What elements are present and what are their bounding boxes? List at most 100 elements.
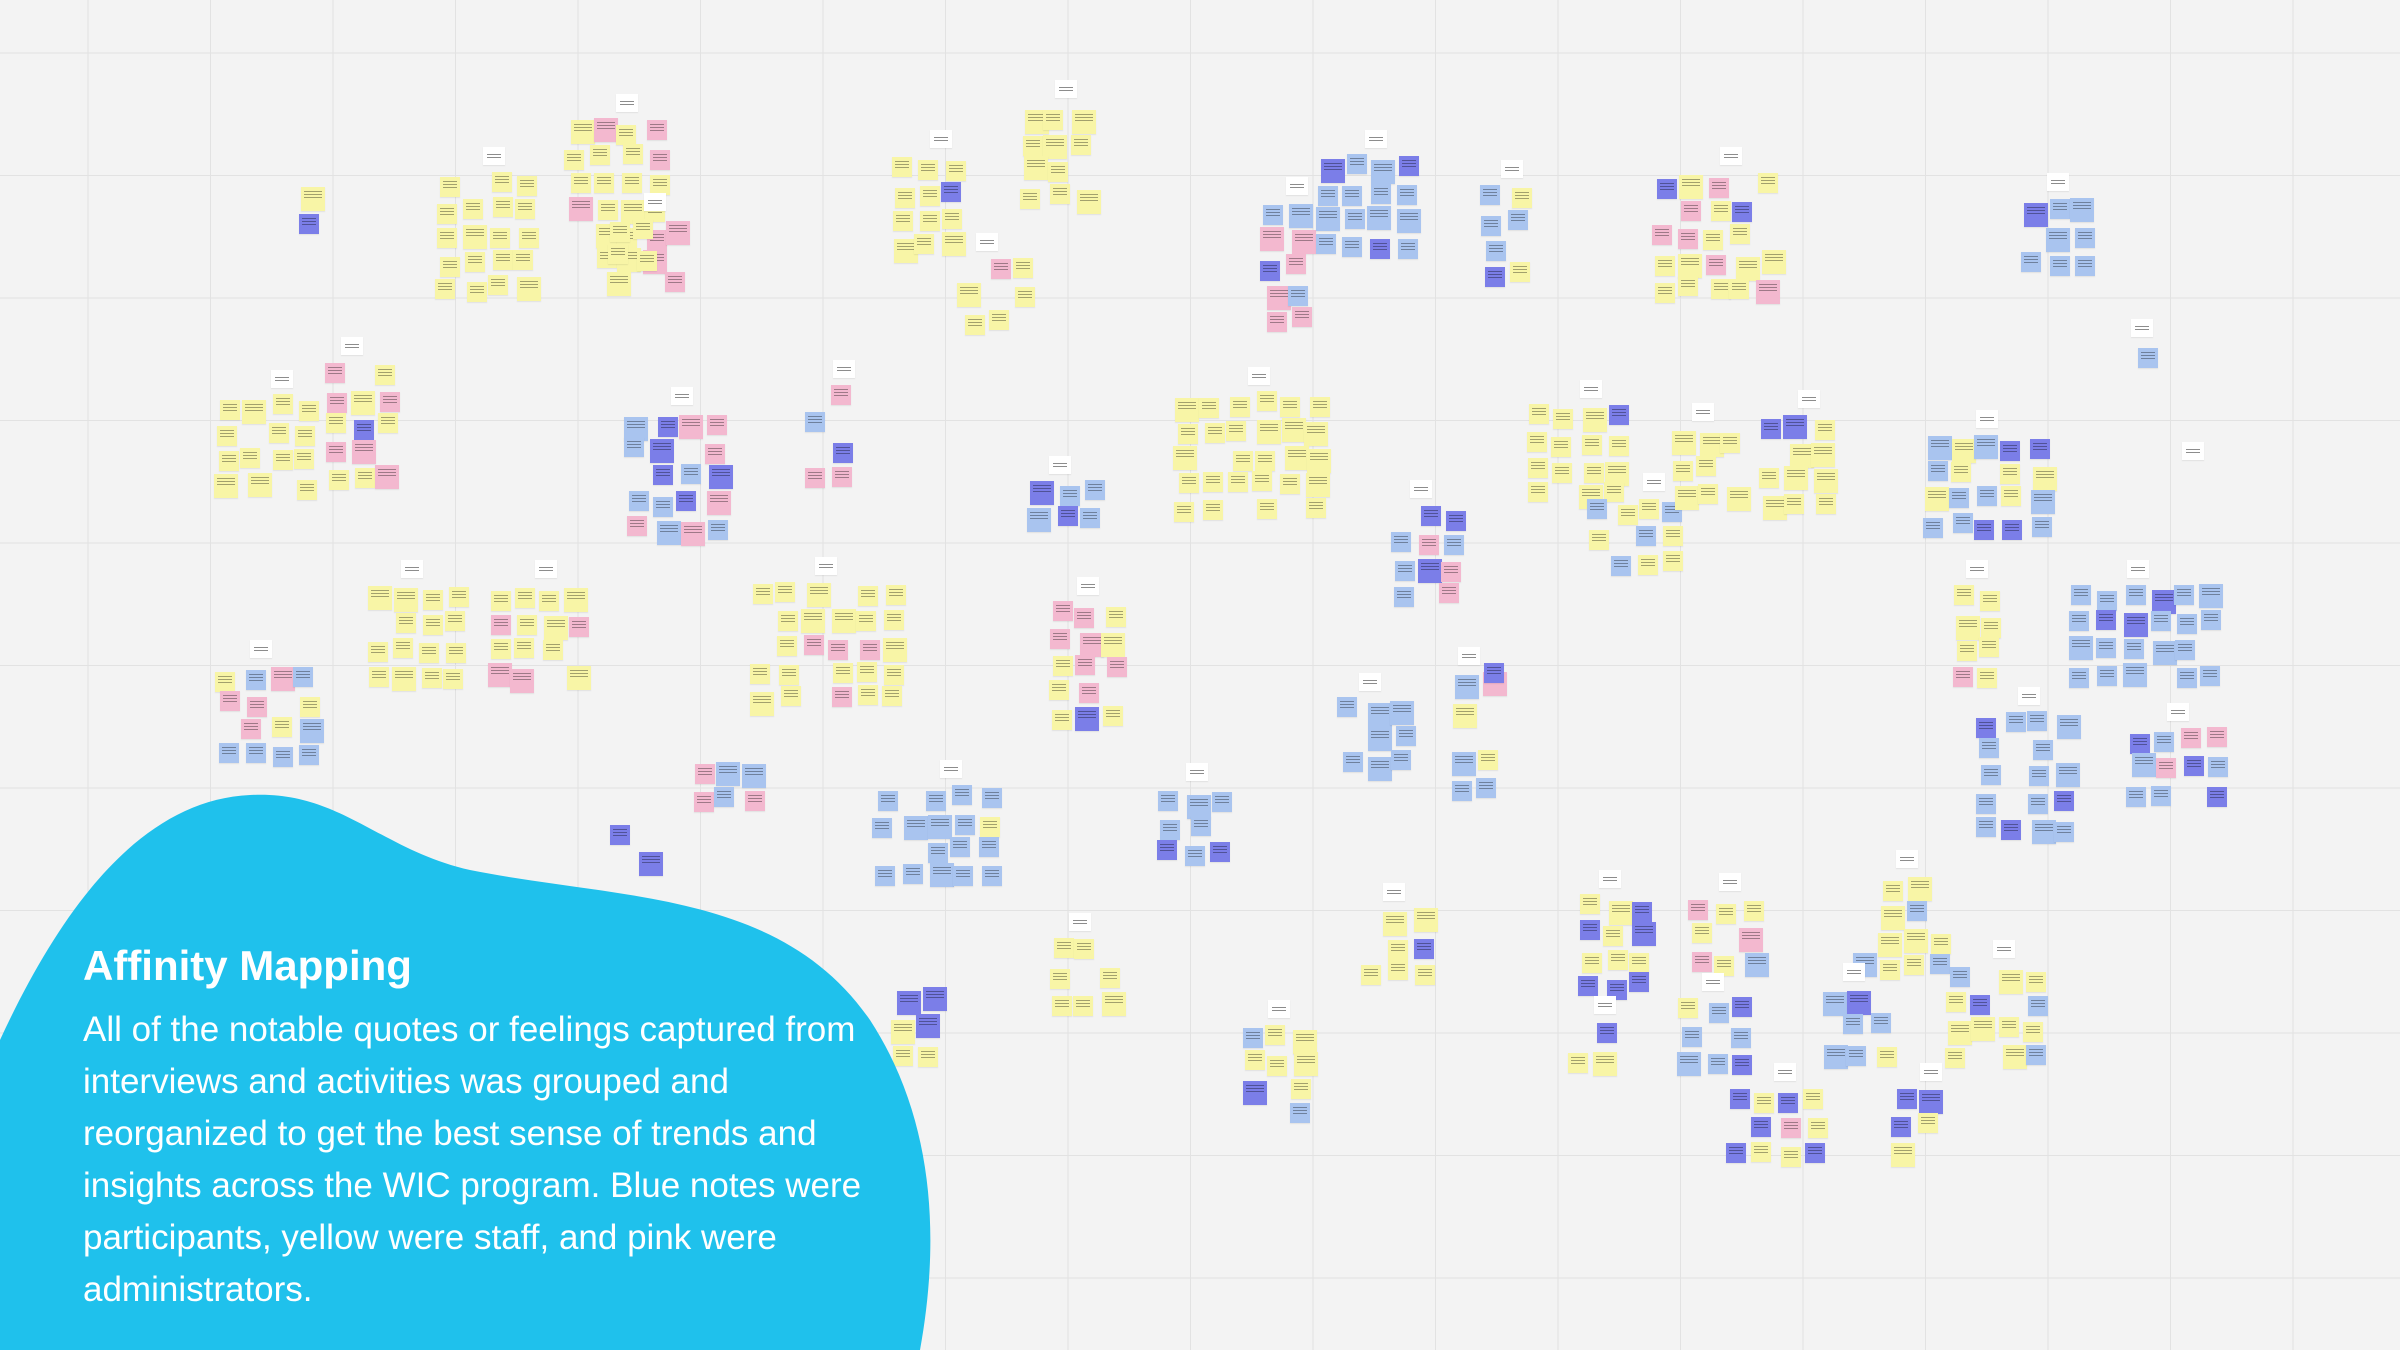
sticky-note[interactable] bbox=[1050, 628, 1071, 649]
sticky-note[interactable] bbox=[273, 747, 294, 768]
sticky-note[interactable] bbox=[1106, 606, 1127, 627]
sticky-note[interactable] bbox=[1882, 881, 1903, 902]
sticky-note[interactable] bbox=[1780, 1146, 1801, 1167]
sticky-note[interactable] bbox=[2069, 197, 2094, 222]
cluster-label-card[interactable] bbox=[815, 557, 838, 575]
sticky-note[interactable] bbox=[593, 118, 618, 143]
sticky-note[interactable] bbox=[563, 587, 588, 612]
sticky-note[interactable] bbox=[1396, 184, 1417, 205]
cluster-label-card[interactable] bbox=[250, 640, 273, 658]
sticky-note[interactable] bbox=[443, 668, 464, 689]
cluster-label-card[interactable] bbox=[1285, 177, 1308, 195]
sticky-note[interactable] bbox=[1414, 965, 1435, 986]
sticky-note[interactable] bbox=[216, 425, 237, 446]
sticky-note[interactable] bbox=[1024, 156, 1049, 181]
sticky-note[interactable] bbox=[2005, 711, 2026, 732]
sticky-note[interactable] bbox=[875, 866, 896, 887]
sticky-note[interactable] bbox=[1265, 1025, 1286, 1046]
sticky-note[interactable] bbox=[1483, 663, 1504, 684]
cluster-label-card[interactable] bbox=[1798, 390, 1821, 408]
sticky-note[interactable] bbox=[1677, 253, 1702, 278]
sticky-note[interactable] bbox=[1552, 408, 1573, 429]
sticky-note[interactable] bbox=[830, 384, 851, 405]
sticky-note[interactable] bbox=[1762, 250, 1787, 275]
sticky-note[interactable] bbox=[1157, 791, 1178, 812]
cluster-label-card[interactable] bbox=[1599, 870, 1622, 888]
sticky-note[interactable] bbox=[515, 587, 536, 608]
sticky-note[interactable] bbox=[1075, 655, 1096, 676]
sticky-note[interactable] bbox=[396, 612, 417, 633]
sticky-note[interactable] bbox=[800, 609, 825, 634]
sticky-note[interactable] bbox=[1703, 229, 1724, 250]
cluster-label-card[interactable] bbox=[1920, 1063, 1943, 1081]
sticky-note[interactable] bbox=[1211, 792, 1232, 813]
sticky-note[interactable] bbox=[1763, 496, 1788, 521]
sticky-note[interactable] bbox=[352, 439, 377, 464]
sticky-note[interactable] bbox=[294, 449, 315, 470]
sticky-note[interactable] bbox=[1074, 707, 1099, 732]
sticky-note[interactable] bbox=[1917, 1113, 1938, 1134]
sticky-note[interactable] bbox=[1953, 512, 1974, 533]
cluster-label-card[interactable] bbox=[2131, 319, 2154, 337]
sticky-note[interactable] bbox=[1316, 234, 1337, 255]
sticky-note[interactable] bbox=[913, 234, 934, 255]
sticky-note[interactable] bbox=[1527, 431, 1548, 452]
sticky-note[interactable] bbox=[2053, 821, 2074, 842]
sticky-note[interactable] bbox=[716, 761, 741, 786]
sticky-note[interactable] bbox=[543, 615, 568, 640]
sticky-note[interactable] bbox=[942, 232, 967, 257]
sticky-note[interactable] bbox=[1632, 921, 1657, 946]
sticky-note[interactable] bbox=[1736, 256, 1761, 281]
sticky-note[interactable] bbox=[514, 638, 535, 659]
sticky-note[interactable] bbox=[1947, 1020, 1972, 1045]
sticky-note[interactable] bbox=[1058, 506, 1079, 527]
sticky-note[interactable] bbox=[214, 473, 239, 498]
sticky-note[interactable] bbox=[1927, 436, 1952, 461]
sticky-note[interactable] bbox=[493, 249, 514, 270]
sticky-note[interactable] bbox=[378, 413, 399, 434]
sticky-note[interactable] bbox=[610, 222, 631, 243]
sticky-note[interactable] bbox=[903, 816, 928, 841]
sticky-note[interactable] bbox=[610, 825, 630, 846]
sticky-note[interactable] bbox=[1029, 481, 1054, 506]
sticky-note[interactable] bbox=[1677, 1052, 1702, 1077]
sticky-note[interactable] bbox=[1232, 450, 1253, 471]
sticky-note[interactable] bbox=[621, 173, 642, 194]
sticky-note[interactable] bbox=[2053, 791, 2074, 812]
sticky-note[interactable] bbox=[493, 197, 514, 218]
sticky-note[interactable] bbox=[1953, 585, 1974, 606]
sticky-note[interactable] bbox=[2069, 668, 2090, 689]
sticky-note[interactable] bbox=[2199, 584, 2224, 609]
sticky-note[interactable] bbox=[878, 791, 899, 812]
sticky-note[interactable] bbox=[1159, 819, 1180, 840]
sticky-note[interactable] bbox=[1597, 1023, 1617, 1044]
sticky-note[interactable] bbox=[859, 640, 880, 661]
sticky-note[interactable] bbox=[2123, 662, 2148, 687]
sticky-note[interactable] bbox=[1051, 996, 1072, 1017]
sticky-note[interactable] bbox=[1389, 700, 1414, 725]
sticky-note[interactable] bbox=[435, 278, 456, 299]
sticky-note[interactable] bbox=[1948, 488, 1969, 509]
sticky-note[interactable] bbox=[2024, 202, 2049, 227]
sticky-note[interactable] bbox=[1315, 206, 1340, 231]
sticky-note[interactable] bbox=[1713, 956, 1734, 977]
cluster-label-card[interactable] bbox=[1358, 673, 1381, 691]
sticky-note[interactable] bbox=[1878, 933, 1903, 958]
sticky-note[interactable] bbox=[2206, 727, 2227, 748]
sticky-note[interactable] bbox=[1528, 458, 1549, 479]
sticky-note[interactable] bbox=[1930, 954, 1951, 975]
sticky-note[interactable] bbox=[422, 590, 443, 611]
sticky-note[interactable] bbox=[1413, 908, 1438, 933]
sticky-note[interactable] bbox=[1080, 633, 1105, 658]
sticky-note[interactable] bbox=[2124, 639, 2145, 660]
sticky-note[interactable] bbox=[1970, 1016, 1995, 1041]
sticky-note[interactable] bbox=[2125, 786, 2146, 807]
sticky-note[interactable] bbox=[2070, 585, 2091, 606]
sticky-note[interactable] bbox=[1174, 397, 1199, 422]
sticky-note[interactable] bbox=[1260, 227, 1285, 251]
sticky-note[interactable] bbox=[1318, 186, 1339, 206]
sticky-note[interactable] bbox=[1973, 435, 1998, 460]
sticky-note[interactable] bbox=[666, 221, 691, 246]
sticky-note[interactable] bbox=[1049, 183, 1070, 204]
sticky-note[interactable] bbox=[923, 987, 948, 1012]
